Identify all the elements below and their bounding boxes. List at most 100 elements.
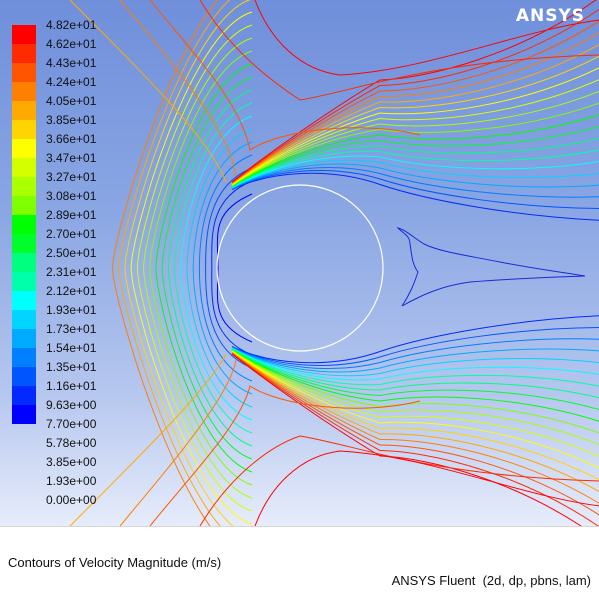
lower-shear-contour: [231, 347, 599, 377]
freestream-contour: [119, 0, 237, 177]
upper-shear-contour: [231, 79, 599, 186]
freestream-contour: [149, 0, 421, 151]
stagnation-contour: [180, 115, 253, 421]
plot-title: Contours of Velocity Magnitude (m/s): [8, 555, 222, 570]
lower-shear-contour: [231, 352, 599, 504]
legend-swatch: [12, 310, 36, 329]
upper-shear-contour: [231, 163, 599, 189]
legend-tick-label: 5.78e+00: [46, 436, 97, 450]
freestream-contour: [254, 0, 599, 76]
graphics-viewport[interactable]: ANSYS 4.82e+01 4.62e+01 4.43e+01 4.24e+01 4.…: [0, 0, 599, 526]
lower-shear-contour: [231, 352, 599, 516]
upper-shear-contour: [231, 155, 599, 189]
upper-shear-contour: [231, 137, 599, 188]
plot-footer: Contours of Velocity Magnitude (m/s) ANS…: [0, 526, 599, 600]
legend-tick-label: 3.47e+01: [46, 151, 97, 165]
legend-swatch: [12, 25, 36, 44]
legend-tick-label: 2.50e+01: [46, 246, 97, 260]
lower-shear-contour: [231, 351, 599, 481]
freestream-contour: [119, 359, 237, 526]
upper-shear-contour: [231, 67, 599, 185]
lower-shear-contour: [231, 347, 599, 381]
upper-shear-contour: [231, 8, 599, 183]
upper-shear-contour: [231, 167, 599, 198]
legend-tick-label: 7.70e+00: [46, 417, 97, 431]
freestream-contour: [69, 0, 227, 183]
legend-swatch: [12, 234, 36, 253]
stagnation-contour: [216, 193, 253, 343]
stagnation-contour: [161, 76, 253, 460]
legend-tick-label: 2.70e+01: [46, 227, 97, 241]
legend-swatch: [12, 44, 36, 63]
stagnation-contour: [198, 154, 253, 382]
legend-tick-label: 0.00e+00: [46, 493, 97, 507]
legend-swatch: [12, 215, 36, 234]
lower-shear-contour: [231, 348, 599, 387]
stagnation-contour: [186, 128, 253, 408]
lower-shear-contour: [231, 353, 582, 526]
lower-shear-contour: [231, 315, 599, 364]
contour-lines: [69, 0, 599, 526]
legend-swatch: [12, 291, 36, 310]
legend-swatch: [12, 348, 36, 367]
legend-swatch: [12, 196, 36, 215]
legend-swatch: [12, 177, 36, 196]
upper-shear-contour: [231, 90, 599, 186]
legend-tick-label: 3.85e+00: [46, 455, 97, 469]
freestream-contour: [199, 435, 599, 526]
legend-swatch: [12, 101, 36, 120]
legend-tick-label: 2.31e+01: [46, 265, 97, 279]
stagnation-contour: [124, 0, 251, 526]
lower-shear-contour: [231, 349, 599, 434]
legend-tick-label: 4.62e+01: [46, 37, 97, 51]
lower-shear-contour: [231, 351, 599, 493]
freestream-contour: [149, 385, 421, 526]
legend-tick-label: 4.24e+01: [46, 75, 97, 89]
stagnation-contour: [112, 0, 219, 526]
legend-swatch: [12, 63, 36, 82]
lower-shear-contour: [231, 348, 599, 399]
legend-tick-label: 1.54e+01: [46, 341, 97, 355]
stagnation-contour: [211, 180, 253, 356]
upper-shear-contour: [231, 20, 599, 184]
legend-tick-label: 4.43e+01: [46, 56, 97, 70]
legend-tick-label: 3.85e+01: [46, 113, 97, 127]
legend-tick-label: 2.12e+01: [46, 284, 97, 298]
legend-swatch: [12, 158, 36, 177]
lower-shear-contour: [231, 338, 599, 369]
upper-shear-contour: [231, 170, 599, 209]
stagnation-contour: [136, 24, 253, 512]
legend-tick-label: 3.27e+01: [46, 170, 97, 184]
upper-shear-contour: [231, 43, 599, 185]
upper-shear-contour: [231, 55, 599, 185]
legend-swatch: [12, 405, 36, 424]
upper-shear-contour: [231, 172, 599, 221]
stagnation-contour: [174, 102, 253, 434]
legend-swatch: [12, 386, 36, 405]
freestream-contour: [254, 450, 599, 526]
legend-tick-label: 9.63e+00: [46, 398, 97, 412]
ansys-logo: ANSYS: [515, 6, 585, 26]
solver-info: ANSYS Fluent (2d, dp, pbns, lam): [391, 573, 591, 588]
stagnation-contour: [155, 63, 253, 473]
legend-tick-label: 4.05e+01: [46, 94, 97, 108]
legend-tick-label: 4.82e+01: [46, 18, 97, 32]
stagnation-contour: [130, 11, 253, 525]
stagnation-contour: [205, 167, 253, 369]
upper-shear-contour: [231, 0, 597, 183]
legend-tick-label: 1.16e+01: [46, 379, 97, 393]
cylinder-outline: [216, 184, 384, 352]
upper-shear-contour: [231, 114, 599, 187]
upper-shear-contour: [231, 32, 599, 184]
legend-tick-label: 3.66e+01: [46, 132, 97, 146]
legend-tick-label: 1.73e+01: [46, 322, 97, 336]
legend-swatch: [12, 82, 36, 101]
legend-swatch: [12, 272, 36, 291]
legend-swatch: [12, 139, 36, 158]
stagnation-contour: [143, 37, 253, 499]
legend-tick-label: 1.93e+01: [46, 303, 97, 317]
stagnation-contour: [167, 89, 253, 447]
lower-shear-contour: [231, 349, 599, 422]
legend-swatch: [12, 367, 36, 386]
lower-shear-contour: [231, 349, 599, 411]
